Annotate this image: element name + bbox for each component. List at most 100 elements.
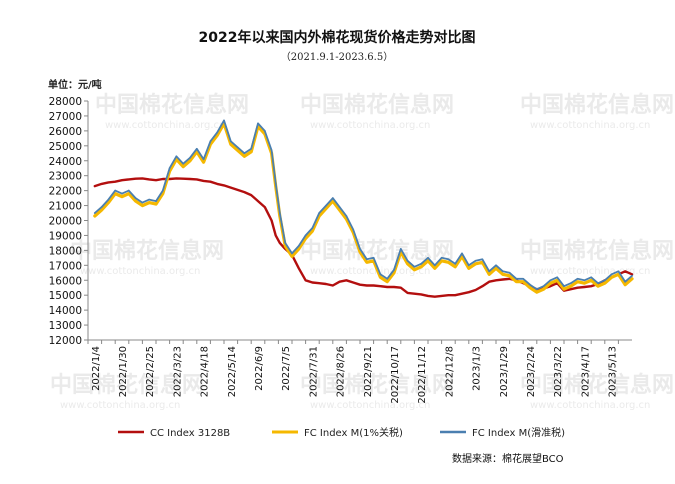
- series-1-point: [175, 177, 178, 180]
- x-tick-label: 2022/6/9: [254, 346, 265, 391]
- series-2-point: [576, 280, 579, 283]
- series-1-point: [406, 292, 409, 294]
- y-tick-label: 24000: [49, 156, 82, 168]
- series-3-point: [196, 148, 198, 150]
- x-tick-label: 2022/12/8: [444, 346, 455, 397]
- series-3-point: [610, 273, 613, 276]
- series-1-point: [230, 186, 232, 189]
- series-1-point: [100, 183, 103, 185]
- series-3-point: [631, 275, 633, 277]
- series-2-point: [508, 275, 511, 277]
- series-3-point: [162, 189, 164, 192]
- series-1-point: [420, 293, 423, 296]
- y-tick-label: 15000: [49, 290, 82, 302]
- series-3-point: [318, 212, 321, 214]
- series-2-point: [604, 282, 606, 285]
- series-2-point: [488, 273, 491, 276]
- series-3-point: [549, 279, 552, 282]
- series-1-point: [264, 206, 266, 208]
- x-tick-label: 2023/4/17: [580, 346, 591, 397]
- series-2-point: [243, 155, 246, 158]
- y-tick-label: 27000: [49, 111, 82, 123]
- series-3-point: [168, 167, 171, 169]
- x-tick-label: 2023/3/22: [553, 346, 564, 397]
- series-2-point: [624, 283, 626, 286]
- series-3-point: [495, 264, 497, 267]
- series-1-point: [209, 180, 212, 183]
- series-2-point: [121, 195, 123, 198]
- x-axis: 2022/1/4 2022/1/30 2022/2/25 2022/3/23 2022/…: [87, 339, 632, 404]
- series-2-point: [128, 192, 130, 195]
- y-tick-label: 20000: [49, 216, 82, 228]
- series-3-point: [413, 266, 416, 268]
- watermark-en: www.cottonchina.org.cn: [530, 266, 650, 277]
- series-1-point: [304, 279, 307, 282]
- x-tick-label: 2022/7/5: [281, 346, 292, 391]
- series-2-point: [454, 266, 457, 268]
- series-1-point: [121, 179, 123, 181]
- series-3-point: [597, 282, 599, 285]
- x-tick-label: 2022/7/31: [308, 346, 319, 397]
- series-2-point: [325, 207, 327, 210]
- series-1-point: [168, 178, 171, 180]
- series-3-point: [134, 197, 137, 199]
- series-1-point: [434, 295, 436, 298]
- x-tick-label: 2023/1/3: [472, 346, 483, 391]
- chart-title: 2022年以来国内外棉花现货价格走势对比图: [199, 29, 476, 46]
- series-2-point: [386, 280, 389, 283]
- x-tick-label: 2022/8/26: [336, 346, 347, 397]
- series-3-point: [94, 212, 96, 214]
- series-1-point: [440, 295, 443, 297]
- series-2-point: [515, 280, 518, 283]
- series-1-point: [223, 184, 225, 187]
- series-1-point: [488, 280, 491, 283]
- series-1-point: [366, 284, 368, 287]
- series-3-point: [121, 192, 123, 195]
- series-3-point: [325, 204, 327, 207]
- series-2-point: [590, 279, 592, 282]
- series-2-point: [182, 165, 184, 168]
- x-tick-label: 2023/2/24: [526, 346, 537, 397]
- series-3-point: [563, 285, 565, 288]
- y-tick-label: 16000: [49, 275, 82, 287]
- series-2-point: [502, 273, 504, 276]
- series-2-point: [461, 255, 463, 258]
- series-1-point: [447, 294, 450, 297]
- series-1-point: [196, 178, 198, 181]
- series-1-point: [359, 283, 361, 286]
- series-2-point: [148, 201, 150, 204]
- series-1-point: [311, 281, 314, 284]
- series-1-point: [318, 282, 321, 285]
- series-1-point: [128, 178, 130, 181]
- series-2-point: [474, 263, 477, 265]
- series-1-point: [583, 286, 586, 288]
- y-tick-label: 19000: [49, 230, 82, 242]
- series-2-point: [570, 285, 572, 288]
- series-3-point: [406, 260, 409, 262]
- series-3-point: [257, 122, 259, 125]
- series-3-point: [304, 234, 307, 237]
- watermark-cn: 中国棉花信息网: [70, 238, 224, 264]
- series-3-point: [576, 278, 579, 280]
- series-2-point: [481, 261, 484, 264]
- watermark-cn: 中国棉花信息网: [300, 372, 454, 398]
- watermark-en: www.cottonchina.org.cn: [60, 400, 180, 411]
- series-2-point: [617, 273, 620, 276]
- unit-label: 单位：元/吨: [48, 78, 102, 91]
- series-3-point: [141, 201, 144, 204]
- series-1-point: [202, 180, 205, 182]
- series-2-point: [196, 151, 198, 153]
- series-2-point: [610, 276, 613, 279]
- series-2-point: [536, 291, 538, 294]
- series-1-point: [216, 183, 218, 185]
- series-2-point: [304, 237, 307, 240]
- series-2-point: [175, 158, 178, 161]
- watermark-cn: 中国棉花信息网: [50, 372, 204, 398]
- series-3-point: [434, 264, 436, 267]
- series-1-point: [590, 285, 592, 288]
- watermark-en: www.cottonchina.org.cn: [105, 120, 225, 131]
- y-tick-label: 22000: [49, 186, 82, 198]
- series-2-point: [189, 160, 191, 162]
- series-1-point: [508, 278, 511, 280]
- series-1-point: [454, 294, 457, 297]
